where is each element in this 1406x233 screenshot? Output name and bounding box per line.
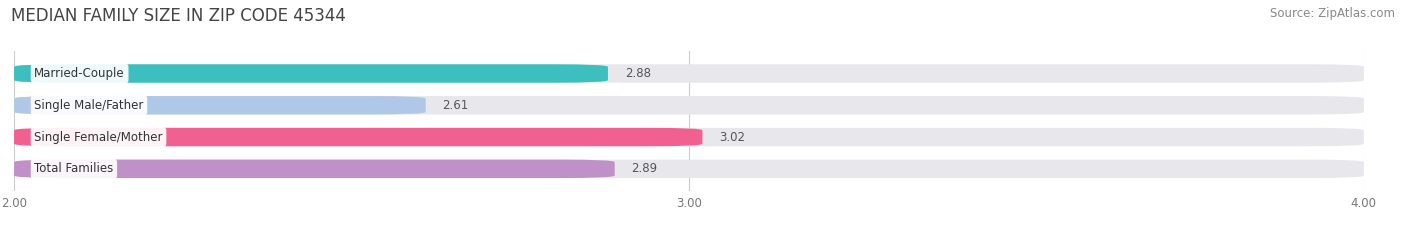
FancyBboxPatch shape	[14, 64, 1364, 83]
Text: 2.61: 2.61	[443, 99, 468, 112]
Text: Single Male/Father: Single Male/Father	[34, 99, 143, 112]
Text: Single Female/Mother: Single Female/Mother	[34, 130, 163, 144]
FancyBboxPatch shape	[14, 128, 1364, 146]
FancyBboxPatch shape	[14, 160, 1364, 178]
Text: Total Families: Total Families	[34, 162, 114, 175]
Text: 2.89: 2.89	[631, 162, 658, 175]
Text: Married-Couple: Married-Couple	[34, 67, 125, 80]
FancyBboxPatch shape	[14, 128, 703, 146]
FancyBboxPatch shape	[14, 160, 614, 178]
Text: 3.02: 3.02	[720, 130, 745, 144]
Text: Source: ZipAtlas.com: Source: ZipAtlas.com	[1270, 7, 1395, 20]
Text: MEDIAN FAMILY SIZE IN ZIP CODE 45344: MEDIAN FAMILY SIZE IN ZIP CODE 45344	[11, 7, 346, 25]
Text: 2.88: 2.88	[624, 67, 651, 80]
FancyBboxPatch shape	[14, 64, 607, 83]
FancyBboxPatch shape	[14, 96, 426, 114]
FancyBboxPatch shape	[14, 96, 1364, 114]
